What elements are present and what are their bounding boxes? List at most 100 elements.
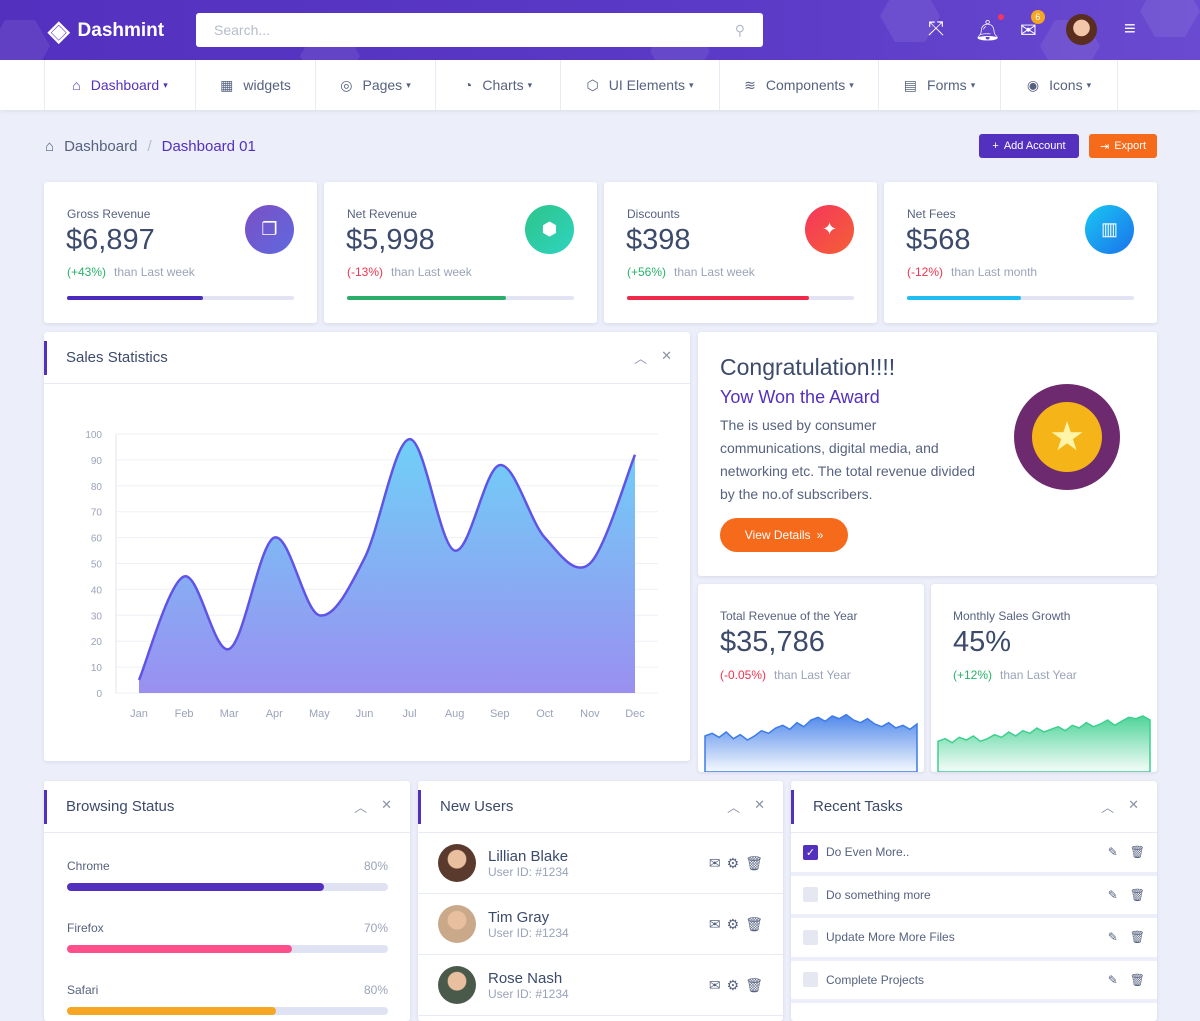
lifebuoy-icon: ◎ bbox=[340, 76, 353, 93]
box-icon: ⬡ bbox=[586, 76, 599, 93]
progress-bar bbox=[627, 296, 854, 300]
series-line bbox=[137, 437, 637, 681]
gear-icon[interactable]: ⚙ bbox=[726, 854, 740, 871]
logo-icon: ◈ bbox=[48, 15, 70, 46]
trash-icon[interactable]: 🗑︎ bbox=[1129, 887, 1145, 902]
search-icon[interactable]: ⚲ bbox=[734, 21, 745, 38]
y-tick-label: 10 bbox=[91, 663, 103, 674]
browser-row: Firefox 70% bbox=[67, 921, 388, 935]
browser-progress bbox=[67, 945, 388, 953]
collapse-icon[interactable]: ︿ bbox=[1101, 800, 1115, 815]
view-details-button[interactable]: View Details» bbox=[720, 518, 848, 552]
mail-icon[interactable]: ✉ 6 bbox=[1020, 10, 1045, 43]
avatar bbox=[438, 844, 476, 882]
trash-icon[interactable]: 🗑︎ bbox=[745, 915, 763, 932]
sparkline bbox=[937, 715, 1151, 772]
close-icon[interactable]: ✕ bbox=[1128, 797, 1139, 812]
bell-icon[interactable]: 🔔︎ bbox=[975, 14, 1005, 43]
compress-icon[interactable]: ⤧ bbox=[928, 18, 944, 40]
magic-wand-icon: ✦ bbox=[805, 205, 854, 254]
y-tick-label: 20 bbox=[91, 637, 103, 648]
edit-icon[interactable]: ✎ bbox=[1107, 887, 1118, 902]
trash-icon[interactable]: 🗑︎ bbox=[1129, 930, 1145, 945]
task-checkbox[interactable] bbox=[803, 929, 818, 945]
sparkline bbox=[704, 713, 918, 772]
search-input[interactable]: Search... ⚲ bbox=[196, 13, 763, 47]
sales-statistics-card: Sales Statistics ︿ ✕ 0 10 20 30 40 50 60 70 80 90 10… bbox=[44, 332, 690, 761]
nav-item-components[interactable]: ≋ Components ▾ bbox=[719, 60, 878, 110]
collapse-icon[interactable]: ︿ bbox=[634, 351, 648, 366]
award-card: Congratulation!!!! Yow Won the Award The… bbox=[698, 332, 1157, 576]
grid-icon: ▦ bbox=[220, 76, 234, 93]
mail-icon[interactable]: ✉ bbox=[708, 854, 721, 871]
mail-icon[interactable]: ✉ bbox=[708, 976, 721, 993]
gear-icon[interactable]: ⚙ bbox=[726, 915, 740, 932]
close-icon[interactable]: ✕ bbox=[754, 797, 765, 812]
stat-value: $5,998 bbox=[346, 224, 435, 256]
y-tick-label: 50 bbox=[91, 560, 103, 571]
task-checkbox[interactable]: ✓ bbox=[803, 844, 818, 860]
y-tick-label: 0 bbox=[96, 689, 102, 700]
x-tick-label: Sep bbox=[490, 708, 510, 720]
progress-bar bbox=[907, 296, 1134, 300]
nav-item-pages[interactable]: ◎ Pages ▾ bbox=[315, 60, 435, 110]
mail-badge: 6 bbox=[1030, 10, 1045, 24]
award-subtitle: Yow Won the Award bbox=[720, 387, 880, 407]
edit-icon[interactable]: ✎ bbox=[1107, 930, 1118, 945]
home-icon: ⌂ bbox=[72, 77, 81, 93]
breadcrumb-root[interactable]: Dashboard bbox=[64, 138, 138, 155]
browsing-status-card: Browsing Status ︿ ✕ Chrome 80% Firefox 70% Saf… bbox=[44, 781, 410, 1021]
card-title: Sales Statistics bbox=[66, 349, 168, 366]
progress-bar bbox=[347, 296, 574, 300]
stat-card: Net Fees $568 (-12%) than Last month ▥ bbox=[884, 182, 1157, 323]
x-tick-label: Apr bbox=[266, 708, 283, 720]
main-nav: ⌂ Dashboard ▾ ▦ widgets ◎ Pages ▾ ◔ Charts ▾ ⬡ UI El… bbox=[0, 60, 1200, 110]
y-tick-label: 70 bbox=[91, 508, 103, 519]
nav-item-icons[interactable]: ◉ Icons ▾ bbox=[1000, 60, 1118, 110]
trash-icon[interactable]: 🗑︎ bbox=[1129, 845, 1145, 860]
menu-icon[interactable]: ≡ bbox=[1124, 18, 1136, 40]
trash-icon[interactable]: 🗑︎ bbox=[745, 976, 763, 993]
gear-icon[interactable]: ⚙ bbox=[726, 976, 740, 993]
y-tick-label: 90 bbox=[91, 456, 103, 467]
layers-icon: ≋ bbox=[744, 76, 756, 93]
export-button[interactable]: ⇥ Export bbox=[1089, 134, 1157, 158]
user-row: Rose Nash User ID: #1234 ✉ ⚙ 🗑︎ bbox=[418, 955, 783, 1016]
bar-chart-icon: ▥ bbox=[1085, 205, 1134, 254]
avatar bbox=[438, 966, 476, 1004]
collapse-icon[interactable]: ︿ bbox=[727, 800, 741, 815]
trash-icon[interactable]: 🗑︎ bbox=[745, 854, 763, 871]
nav-item-dashboard[interactable]: ⌂ Dashboard ▾ bbox=[44, 60, 195, 110]
nav-item-ui-elements[interactable]: ⬡ UI Elements ▾ bbox=[560, 60, 719, 110]
collapse-icon[interactable]: ︿ bbox=[354, 800, 368, 815]
close-icon[interactable]: ✕ bbox=[381, 797, 392, 812]
x-tick-label: Jun bbox=[356, 708, 374, 720]
task-checkbox[interactable] bbox=[803, 887, 818, 903]
trash-icon[interactable]: 🗑︎ bbox=[1129, 972, 1145, 987]
task-row: Complete Projects ✎ 🗑︎ bbox=[791, 961, 1157, 1003]
stat-card: Net Revenue $5,998 (-13%) than Last week ⬢ bbox=[324, 182, 597, 323]
chevron-down-icon: ▾ bbox=[527, 79, 533, 90]
close-icon[interactable]: ✕ bbox=[661, 348, 672, 363]
mail-icon[interactable]: ✉ bbox=[708, 915, 721, 932]
chevron-down-icon: ▾ bbox=[163, 79, 168, 90]
task-row: ✓ Do Even More.. ✎ 🗑︎ bbox=[791, 833, 1157, 876]
edit-icon[interactable]: ✎ bbox=[1107, 972, 1118, 987]
stat-value: $568 bbox=[906, 224, 971, 256]
edit-icon[interactable]: ✎ bbox=[1107, 845, 1118, 860]
stat-card: Discounts $398 (+56%) than Last week ✦ bbox=[604, 182, 877, 323]
avatar bbox=[438, 905, 476, 943]
add-account-button[interactable]: + Add Account bbox=[979, 134, 1079, 158]
nav-item-widgets[interactable]: ▦ widgets bbox=[195, 60, 315, 110]
user-avatar[interactable] bbox=[1066, 14, 1097, 45]
chevron-down-icon: ▾ bbox=[688, 79, 694, 90]
award-text: The is used by consumer communications, … bbox=[720, 417, 976, 502]
nav-item-charts[interactable]: ◔ Charts ▾ bbox=[435, 60, 560, 110]
stat-value: $398 bbox=[626, 224, 691, 256]
top-bar: ◈ Dashmint Search... ⚲ ⤧ 🔔︎ ✉ 6 ≡ bbox=[0, 0, 1200, 60]
breadcrumb-current: Dashboard 01 bbox=[161, 138, 256, 155]
logo[interactable]: ◈ Dashmint bbox=[48, 15, 165, 46]
task-checkbox[interactable] bbox=[803, 972, 818, 988]
nav-item-forms[interactable]: ▤ Forms ▾ bbox=[878, 60, 1000, 110]
progress-bar bbox=[67, 296, 294, 300]
